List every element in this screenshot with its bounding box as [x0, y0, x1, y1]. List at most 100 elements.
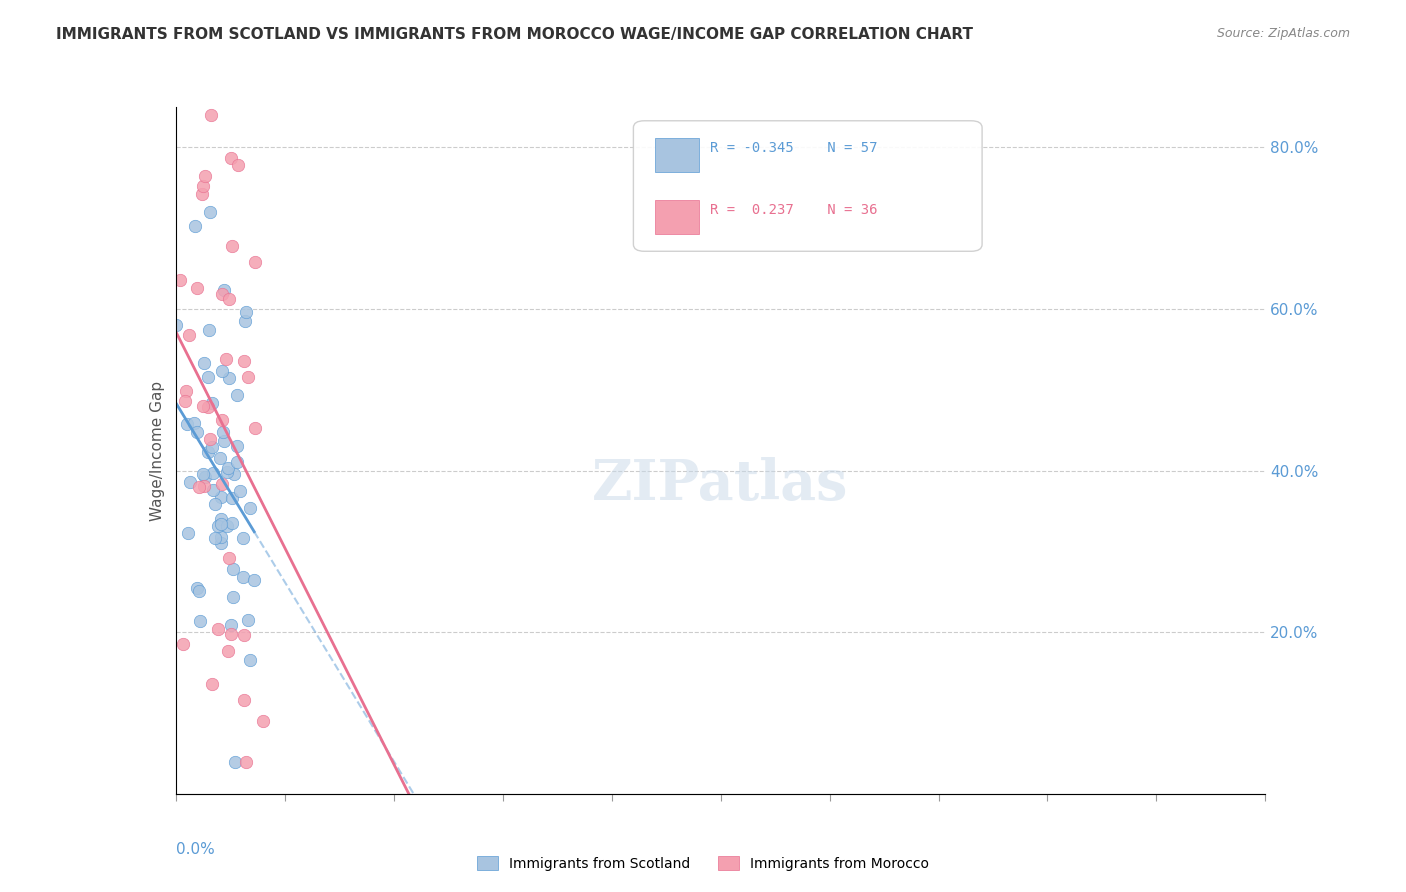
Point [176, 526, 198, 541]
Point [186, 581, 208, 595]
Point [232, 531, 254, 545]
Point [243, 573, 266, 587]
Point [239, 653, 262, 667]
Point [208, 450, 231, 465]
Point [212, 284, 235, 298]
Point [221, 516, 243, 531]
Point [221, 591, 243, 605]
Point [239, 501, 262, 516]
Point [235, 305, 257, 319]
Point [211, 476, 233, 491]
Text: IMMIGRANTS FROM SCOTLAND VS IMMIGRANTS FROM MOROCCO WAGE/INCOME GAP CORRELATION : IMMIGRANTS FROM SCOTLAND VS IMMIGRANTS F… [56, 27, 973, 42]
Point [165, 318, 187, 332]
Bar [655, 138, 699, 172]
Point [211, 286, 233, 301]
Point [218, 551, 240, 566]
Text: Source: ZipAtlas.com: Source: ZipAtlas.com [1216, 27, 1350, 40]
Point [235, 314, 257, 328]
Point [217, 460, 239, 475]
Point [209, 490, 232, 504]
Point [188, 614, 211, 628]
Point [221, 627, 243, 641]
Point [193, 479, 215, 493]
Point [200, 395, 222, 409]
Point [215, 352, 238, 367]
Point [221, 491, 243, 505]
Point [191, 467, 214, 481]
FancyBboxPatch shape [633, 120, 981, 252]
Point [201, 441, 224, 455]
Point [217, 644, 239, 658]
Point [201, 466, 224, 480]
Point [186, 281, 208, 295]
Point [226, 439, 249, 453]
Point [186, 425, 208, 439]
Point [169, 273, 191, 287]
Point [207, 519, 229, 533]
Point [233, 693, 256, 707]
Point [179, 475, 201, 490]
Point [204, 497, 226, 511]
Point [183, 219, 205, 234]
Point [211, 413, 233, 427]
Point [218, 371, 240, 385]
Point [191, 399, 214, 413]
Point [200, 432, 222, 446]
Point [243, 254, 266, 268]
Point [177, 328, 200, 343]
Point [191, 178, 214, 193]
Point [217, 518, 239, 533]
Point [209, 516, 232, 531]
Point [226, 158, 249, 172]
Point [228, 484, 250, 499]
Point [233, 628, 256, 642]
Point [173, 393, 195, 408]
Point [193, 356, 215, 370]
Point [209, 536, 232, 550]
Point [221, 239, 243, 253]
Text: ZIPatlas: ZIPatlas [592, 458, 849, 512]
Point [197, 400, 219, 414]
Point [209, 511, 232, 525]
Point [188, 584, 211, 599]
Point [212, 425, 235, 439]
Point [198, 323, 221, 337]
Point [215, 465, 238, 479]
Point [201, 676, 224, 690]
Point [183, 416, 205, 430]
Point [238, 370, 260, 384]
Point [176, 417, 198, 432]
Text: R = -0.345    N = 57: R = -0.345 N = 57 [710, 141, 877, 155]
Point [232, 354, 254, 368]
Y-axis label: Wage/Income Gap: Wage/Income Gap [149, 380, 165, 521]
Point [212, 434, 235, 448]
Bar [655, 200, 699, 234]
Point [190, 186, 212, 201]
Point [204, 531, 226, 545]
Point [219, 151, 242, 165]
Text: R =  0.237    N = 36: R = 0.237 N = 36 [710, 203, 877, 217]
Point [194, 470, 217, 484]
Point [200, 205, 222, 219]
Point [245, 421, 267, 435]
Point [207, 622, 229, 636]
Legend: Immigrants from Scotland, Immigrants from Morocco: Immigrants from Scotland, Immigrants fro… [471, 850, 935, 876]
Point [174, 384, 197, 398]
Point [236, 614, 259, 628]
Point [219, 617, 242, 632]
Point [197, 370, 219, 384]
Point [224, 467, 246, 481]
Point [252, 714, 274, 728]
Point [209, 530, 232, 544]
Point [224, 755, 246, 769]
Point [197, 444, 219, 458]
Point [235, 755, 257, 769]
Text: 0.0%: 0.0% [176, 842, 215, 857]
Point [222, 562, 245, 576]
Point [218, 292, 240, 306]
Point [211, 364, 233, 378]
Point [187, 480, 209, 494]
Point [226, 388, 249, 402]
Point [226, 455, 249, 469]
Point [194, 169, 217, 183]
